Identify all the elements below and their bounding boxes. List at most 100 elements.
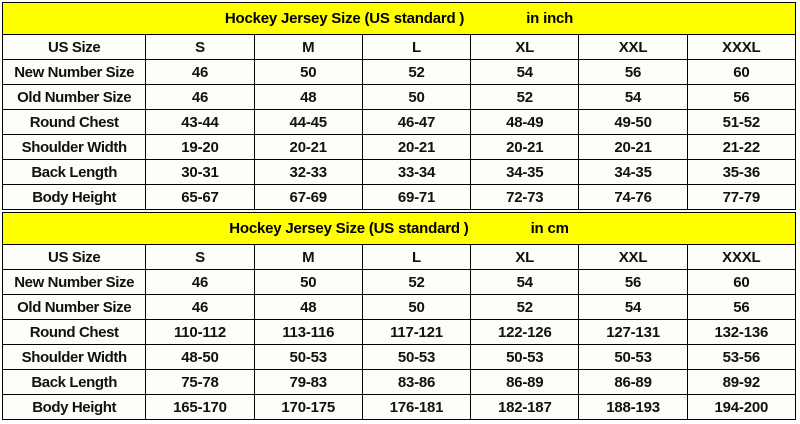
cell-shoulder-width-s-cm: 48-50 <box>145 344 255 370</box>
column-header-us-size-cm: US Size <box>1 244 147 270</box>
cell-back-length-xxxl-cm: 89-92 <box>686 369 797 395</box>
cell-shoulder-width-xxl-cm: 50-53 <box>578 344 688 370</box>
cell-old-number-size-l-inch: 50 <box>361 84 472 110</box>
cell-round-chest-l-inch: 46-47 <box>361 109 472 135</box>
cell-old-number-size-m-inch: 48 <box>253 84 363 110</box>
cell-old-number-size-xxxl-inch: 56 <box>686 84 797 110</box>
table-row: New Number Size 46 50 52 54 56 60 <box>1 59 797 85</box>
cell-new-number-size-xxl-inch: 56 <box>578 59 688 85</box>
chart-title-inch: Hockey Jersey Size (US standard ) <box>224 10 465 27</box>
column-header-xxxl-cm: XXXL <box>686 244 797 270</box>
column-header-m-cm: M <box>253 244 363 270</box>
cell-shoulder-width-l-cm: 50-53 <box>361 344 472 370</box>
column-header-xl-inch: XL <box>470 34 580 60</box>
cell-shoulder-width-m-cm: 50-53 <box>253 344 363 370</box>
cell-new-number-size-l-cm: 52 <box>361 269 472 295</box>
cell-round-chest-xxl-inch: 49-50 <box>578 109 688 135</box>
cell-old-number-size-xxl-cm: 54 <box>578 294 688 320</box>
column-header-xxl-cm: XXL <box>578 244 688 270</box>
cell-body-height-xxl-inch: 74-76 <box>578 184 688 210</box>
row-label-round-chest-inch: Round Chest <box>1 109 147 135</box>
cell-back-length-l-cm: 83-86 <box>361 369 472 395</box>
cell-shoulder-width-l-inch: 20-21 <box>361 134 472 160</box>
cell-shoulder-width-xl-cm: 50-53 <box>470 344 580 370</box>
cell-shoulder-width-s-inch: 19-20 <box>145 134 255 160</box>
column-header-us-size-inch: US Size <box>1 34 147 60</box>
cell-old-number-size-s-cm: 46 <box>145 294 255 320</box>
chart-unit-inch: in inch <box>526 10 574 27</box>
cell-body-height-xxxl-cm: 194-200 <box>686 394 797 420</box>
cell-body-height-xl-inch: 72-73 <box>470 184 580 210</box>
cell-shoulder-width-xxxl-cm: 53-56 <box>686 344 797 370</box>
size-table-inch: Hockey Jersey Size (US standard ) in inc… <box>1 2 797 210</box>
chart-title-cm: Hockey Jersey Size (US standard ) <box>229 220 469 237</box>
column-header-xl-cm: XL <box>470 244 580 270</box>
column-header-s-inch: S <box>145 34 255 60</box>
cell-old-number-size-xxl-inch: 54 <box>578 84 688 110</box>
cell-old-number-size-xxxl-cm: 56 <box>686 294 797 320</box>
row-label-new-number-size-cm: New Number Size <box>1 269 147 295</box>
cell-new-number-size-xxxl-inch: 60 <box>686 59 797 85</box>
cell-new-number-size-l-inch: 52 <box>361 59 472 85</box>
cell-back-length-l-inch: 33-34 <box>361 159 472 185</box>
cell-round-chest-xxxl-inch: 51-52 <box>686 109 797 135</box>
row-label-back-length-cm: Back Length <box>1 369 147 395</box>
cell-body-height-xxxl-inch: 77-79 <box>686 184 797 210</box>
row-label-shoulder-width-cm: Shoulder Width <box>1 344 147 370</box>
cell-body-height-l-cm: 176-181 <box>361 394 472 420</box>
cell-new-number-size-m-cm: 50 <box>253 269 363 295</box>
column-header-row-inch: US Size S M L XL XXL XXXL <box>1 34 797 60</box>
cell-round-chest-s-cm: 110-112 <box>145 319 255 345</box>
cell-body-height-s-inch: 65-67 <box>145 184 255 210</box>
cell-body-height-xxl-cm: 188-193 <box>578 394 688 420</box>
cell-round-chest-l-cm: 117-121 <box>361 319 472 345</box>
cell-shoulder-width-xl-inch: 20-21 <box>470 134 580 160</box>
column-header-s-cm: S <box>145 244 255 270</box>
title-banner-cm: Hockey Jersey Size (US standard ) in cm <box>2 212 796 245</box>
cell-round-chest-xxl-cm: 127-131 <box>578 319 688 345</box>
column-header-xxl-inch: XXL <box>578 34 688 60</box>
cell-new-number-size-s-cm: 46 <box>145 269 255 295</box>
table-row: Body Height 165-170 170-175 176-181 182-… <box>1 394 797 420</box>
table-row: Shoulder Width 19-20 20-21 20-21 20-21 2… <box>1 134 797 160</box>
cell-back-length-s-cm: 75-78 <box>145 369 255 395</box>
table-row: Old Number Size 46 48 50 52 54 56 <box>1 294 797 320</box>
cell-round-chest-xxxl-cm: 132-136 <box>686 319 797 345</box>
column-header-xxxl-inch: XXXL <box>686 34 797 60</box>
table-row: Back Length 30-31 32-33 33-34 34-35 34-3… <box>1 159 797 185</box>
title-banner-inch: Hockey Jersey Size (US standard ) in inc… <box>2 2 796 35</box>
table-row: Body Height 65-67 67-69 69-71 72-73 74-7… <box>1 184 797 210</box>
cell-new-number-size-xxl-cm: 56 <box>578 269 688 295</box>
cell-back-length-m-cm: 79-83 <box>253 369 363 395</box>
cell-new-number-size-xl-cm: 54 <box>470 269 580 295</box>
table-row: Shoulder Width 48-50 50-53 50-53 50-53 5… <box>1 344 797 370</box>
cell-new-number-size-xl-inch: 54 <box>470 59 580 85</box>
cell-back-length-xxl-inch: 34-35 <box>578 159 688 185</box>
cell-shoulder-width-xxl-inch: 20-21 <box>578 134 688 160</box>
table-row: Round Chest 110-112 113-116 117-121 122-… <box>1 319 797 345</box>
row-label-back-length-inch: Back Length <box>1 159 147 185</box>
cell-body-height-m-cm: 170-175 <box>253 394 363 420</box>
row-label-new-number-size-inch: New Number Size <box>1 59 147 85</box>
size-table-cm: Hockey Jersey Size (US standard ) in cm … <box>1 212 797 420</box>
cell-old-number-size-s-inch: 46 <box>145 84 255 110</box>
cell-back-length-xl-cm: 86-89 <box>470 369 580 395</box>
cell-body-height-l-inch: 69-71 <box>361 184 472 210</box>
cell-round-chest-m-inch: 44-45 <box>253 109 363 135</box>
cell-new-number-size-xxxl-cm: 60 <box>686 269 797 295</box>
cell-body-height-s-cm: 165-170 <box>145 394 255 420</box>
cell-old-number-size-l-cm: 50 <box>361 294 472 320</box>
row-label-old-number-size-cm: Old Number Size <box>1 294 147 320</box>
cell-old-number-size-xl-inch: 52 <box>470 84 580 110</box>
cell-body-height-xl-cm: 182-187 <box>470 394 580 420</box>
row-label-old-number-size-inch: Old Number Size <box>1 84 147 110</box>
row-label-shoulder-width-inch: Shoulder Width <box>1 134 147 160</box>
cell-round-chest-xl-inch: 48-49 <box>470 109 580 135</box>
cell-back-length-xxxl-inch: 35-36 <box>686 159 797 185</box>
row-label-body-height-inch: Body Height <box>1 184 147 210</box>
table-row: Round Chest 43-44 44-45 46-47 48-49 49-5… <box>1 109 797 135</box>
cell-back-length-xxl-cm: 86-89 <box>578 369 688 395</box>
cell-round-chest-xl-cm: 122-126 <box>470 319 580 345</box>
column-header-m-inch: M <box>253 34 363 60</box>
